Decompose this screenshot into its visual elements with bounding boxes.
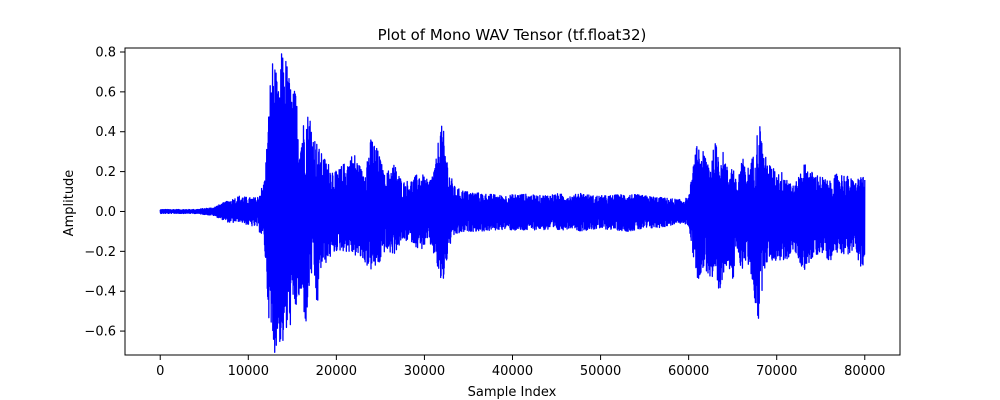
x-tick-label: 0 — [156, 364, 164, 379]
waveform-line — [159, 53, 866, 353]
y-tick-label: 0.4 — [95, 125, 116, 140]
y-axis-title: Amplitude — [62, 170, 77, 237]
x-tick-label: 20000 — [316, 364, 357, 379]
x-tick-label: 40000 — [492, 364, 533, 379]
x-tick-label: 80000 — [844, 364, 885, 379]
plot-area — [159, 53, 866, 353]
x-tick-label: 60000 — [668, 364, 709, 379]
y-tick-label: 0.8 — [95, 45, 116, 60]
x-tick-label: 70000 — [756, 364, 797, 379]
x-axis-title: Sample Index — [468, 385, 557, 400]
y-tick-label: 0.2 — [95, 165, 116, 180]
y-tick-label: −0.4 — [84, 285, 116, 300]
y-tick-label: 0.6 — [95, 85, 116, 100]
chart-title: Plot of Mono WAV Tensor (tf.float32) — [378, 26, 647, 44]
y-tick-label: 0.0 — [95, 205, 116, 220]
x-tick-label: 50000 — [580, 364, 621, 379]
axes: 0 10000 20000 30000 40000 50000 60000 70000 8000… — [84, 45, 901, 379]
x-tick-label: 30000 — [404, 364, 445, 379]
y-tick-label: −0.2 — [84, 245, 116, 260]
y-tick-label: −0.6 — [84, 325, 116, 340]
x-tick-label: 10000 — [228, 364, 269, 379]
